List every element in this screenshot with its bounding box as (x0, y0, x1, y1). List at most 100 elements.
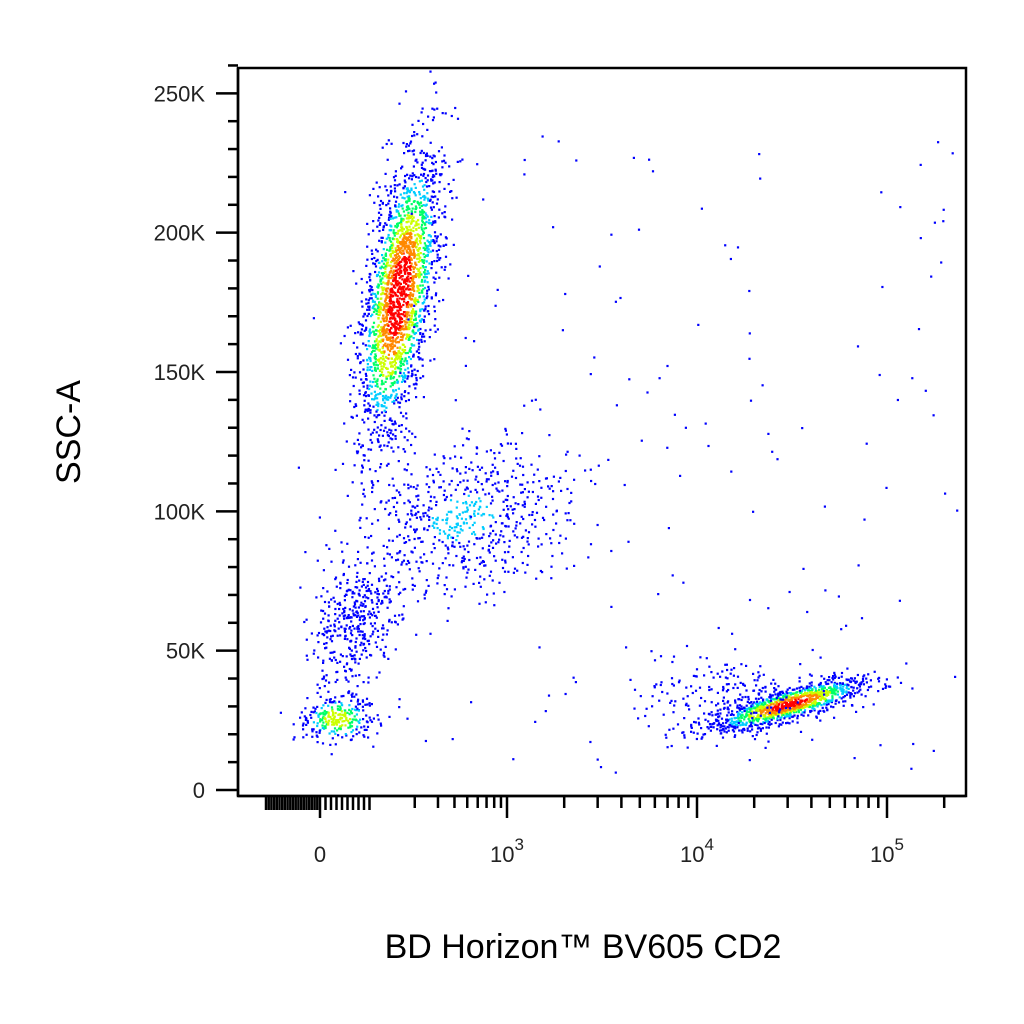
event-dot (318, 687, 321, 690)
event-dot (453, 588, 456, 591)
event-dot (765, 698, 768, 701)
event-dot (396, 222, 399, 225)
event-dot (384, 282, 387, 285)
event-dot (403, 192, 406, 195)
event-dot (742, 683, 745, 686)
event-dot (834, 675, 837, 678)
event-dot (388, 320, 391, 323)
event-dot (759, 714, 762, 717)
event-dot (719, 726, 722, 729)
event-dot (748, 357, 751, 360)
event-dot (395, 399, 398, 402)
event-dot (547, 694, 551, 697)
event-dot (362, 454, 365, 457)
event-dot (381, 358, 384, 361)
event-dot (465, 437, 468, 440)
event-dot (376, 344, 379, 347)
event-dot (400, 393, 403, 396)
event-dot (382, 262, 385, 265)
event-dot (444, 255, 448, 258)
event-dot (771, 708, 774, 711)
event-dot (391, 365, 395, 368)
event-dot (378, 348, 381, 351)
event-dot (363, 410, 367, 413)
event-dot (444, 161, 447, 164)
event-dot (412, 310, 415, 313)
event-dot (406, 214, 409, 217)
event-dot (791, 715, 794, 718)
event-dot (400, 219, 403, 222)
event-dot (413, 332, 416, 336)
event-dot (348, 708, 351, 711)
event-dot (584, 469, 587, 472)
event-dot (439, 233, 442, 236)
event-dot (357, 550, 360, 553)
event-dot (415, 560, 418, 563)
event-dot (412, 331, 415, 334)
event-dot (322, 721, 325, 724)
event-dot (381, 405, 384, 408)
event-dot (400, 205, 403, 208)
event-dot (411, 293, 414, 296)
event-dot (383, 300, 387, 303)
event-dot (942, 208, 945, 211)
event-dot (355, 719, 358, 722)
event-dot (589, 543, 593, 546)
event-dot (736, 726, 739, 729)
event-dot (379, 392, 382, 395)
event-dot (345, 655, 348, 658)
event-dot (358, 371, 362, 374)
event-dot (370, 249, 373, 252)
event-dot (413, 134, 416, 137)
event-dot (763, 721, 766, 725)
event-dot (394, 620, 397, 623)
event-dot (416, 248, 419, 251)
event-dot (370, 559, 374, 562)
event-dot (319, 695, 322, 698)
event-dot (386, 345, 389, 348)
event-dot (481, 560, 485, 563)
event-dot (404, 181, 407, 184)
event-dot (435, 271, 438, 274)
event-dot (366, 348, 369, 351)
event-dot (599, 766, 603, 769)
event-dot (703, 712, 706, 715)
event-dot (717, 723, 720, 726)
event-dot (382, 352, 386, 355)
event-dot (788, 709, 791, 712)
event-dot (502, 508, 505, 511)
event-dot (446, 534, 450, 537)
event-dot (380, 236, 383, 239)
event-dot (389, 291, 392, 294)
event-dot (413, 546, 416, 549)
event-dot (396, 300, 399, 303)
event-dot (422, 172, 426, 176)
event-dot (340, 717, 343, 720)
event-dot (447, 510, 450, 513)
event-dot (405, 237, 408, 240)
event-dot (334, 712, 337, 715)
event-dot (404, 357, 407, 360)
event-dot (382, 281, 385, 284)
event-dot (436, 256, 439, 259)
event-dot (435, 250, 438, 253)
event-dot (395, 294, 398, 297)
event-dot (405, 192, 408, 195)
event-dot (498, 490, 501, 493)
event-dot (410, 317, 413, 320)
event-dot (395, 261, 398, 264)
event-dot (387, 434, 390, 438)
event-dot (414, 205, 417, 208)
event-dot (434, 318, 437, 321)
event-dot (303, 715, 306, 718)
event-dot (384, 380, 387, 383)
event-dot (610, 233, 613, 236)
event-dot (865, 677, 868, 680)
event-dot (442, 480, 445, 483)
event-dot (752, 672, 755, 675)
event-dot (418, 180, 421, 183)
event-dot (377, 284, 380, 287)
event-dot (418, 275, 421, 278)
event-dot (328, 719, 331, 722)
event-dot (370, 286, 373, 289)
